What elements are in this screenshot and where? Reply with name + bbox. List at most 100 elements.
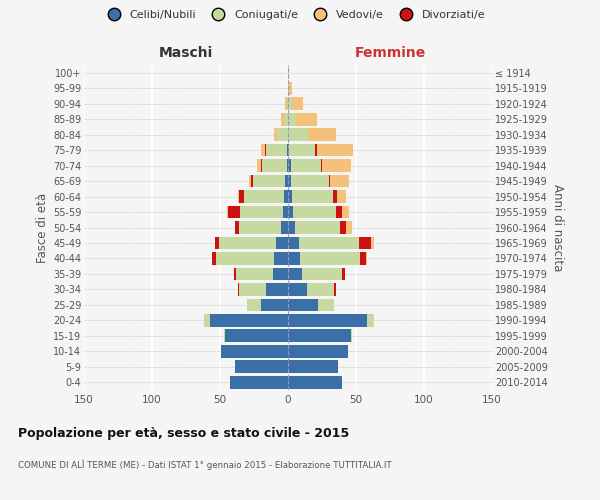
Text: Femmine: Femmine	[355, 46, 425, 60]
Bar	[296, 113, 317, 126]
Bar	[226, 330, 288, 342]
Bar	[343, 206, 349, 218]
Bar	[359, 236, 371, 250]
Bar	[337, 190, 346, 203]
Y-axis label: Anni di nascita: Anni di nascita	[551, 184, 565, 271]
Bar	[266, 283, 288, 296]
Bar	[288, 283, 307, 296]
Bar	[239, 221, 281, 234]
Bar	[335, 206, 343, 218]
Bar	[227, 206, 228, 218]
Bar	[289, 144, 315, 156]
Bar	[215, 236, 218, 250]
Bar	[241, 206, 283, 218]
Bar	[367, 314, 374, 326]
Bar	[224, 330, 226, 342]
Bar	[288, 298, 318, 311]
Bar	[283, 206, 288, 218]
Y-axis label: Fasce di età: Fasce di età	[35, 192, 49, 262]
Bar	[247, 298, 261, 311]
Bar	[261, 144, 265, 156]
Bar	[288, 314, 367, 326]
Bar	[288, 376, 343, 388]
Bar	[274, 128, 277, 141]
Bar	[244, 190, 284, 203]
Bar	[292, 98, 303, 110]
Bar	[322, 159, 350, 172]
Bar	[230, 376, 288, 388]
Bar	[253, 174, 285, 188]
Bar	[288, 82, 289, 94]
Bar	[302, 268, 343, 280]
Bar	[288, 66, 289, 79]
Bar	[371, 236, 374, 250]
Bar	[265, 144, 266, 156]
Bar	[293, 206, 335, 218]
Bar	[277, 128, 288, 141]
Bar	[334, 283, 335, 296]
Bar	[288, 268, 302, 280]
Bar	[235, 360, 288, 373]
Bar	[343, 268, 345, 280]
Bar	[262, 159, 287, 172]
Bar	[288, 159, 291, 172]
Bar	[295, 221, 340, 234]
Bar	[235, 221, 239, 234]
Text: COMUNE DI ALÌ TERME (ME) - Dati ISTAT 1° gennaio 2015 - Elaborazione TUTTITALIA.: COMUNE DI ALÌ TERME (ME) - Dati ISTAT 1°…	[18, 460, 392, 470]
Text: Popolazione per età, sesso e stato civile - 2015: Popolazione per età, sesso e stato civil…	[18, 428, 349, 440]
Bar	[239, 190, 244, 203]
Bar	[281, 113, 284, 126]
Bar	[288, 190, 292, 203]
Bar	[299, 236, 359, 250]
Bar	[216, 252, 274, 265]
Text: Maschi: Maschi	[159, 46, 213, 60]
Bar	[288, 236, 299, 250]
Bar	[221, 345, 288, 358]
Bar	[287, 98, 288, 110]
Bar	[291, 174, 329, 188]
Bar	[288, 144, 289, 156]
Bar	[284, 113, 288, 126]
Bar	[288, 206, 293, 218]
Bar	[228, 206, 241, 218]
Bar	[307, 283, 334, 296]
Bar	[288, 174, 291, 188]
Bar	[248, 174, 251, 188]
Bar	[288, 330, 350, 342]
Bar	[261, 298, 288, 311]
Bar	[288, 113, 296, 126]
Bar	[212, 252, 216, 265]
Bar	[329, 174, 330, 188]
Bar	[233, 268, 236, 280]
Bar	[340, 221, 346, 234]
Bar	[288, 98, 292, 110]
Bar	[287, 144, 288, 156]
Bar	[317, 144, 353, 156]
Bar	[320, 159, 322, 172]
Legend: Celibi/Nubili, Coniugati/e, Vedovi/e, Divorziati/e: Celibi/Nubili, Coniugati/e, Vedovi/e, Di…	[98, 6, 490, 25]
Bar	[333, 190, 337, 203]
Bar	[287, 159, 288, 172]
Bar	[308, 128, 335, 141]
Bar	[236, 268, 273, 280]
Bar	[285, 98, 287, 110]
Bar	[261, 159, 262, 172]
Bar	[288, 128, 308, 141]
Bar	[288, 221, 295, 234]
Bar	[274, 252, 288, 265]
Bar	[365, 252, 367, 265]
Bar	[285, 174, 288, 188]
Bar	[289, 82, 292, 94]
Bar	[266, 144, 287, 156]
Bar	[281, 221, 288, 234]
Bar	[318, 298, 334, 311]
Bar	[350, 330, 352, 342]
Bar	[292, 190, 333, 203]
Bar	[284, 190, 288, 203]
Bar	[330, 174, 349, 188]
Bar	[288, 345, 348, 358]
Bar	[276, 236, 288, 250]
Bar	[273, 268, 288, 280]
Bar	[218, 236, 276, 250]
Bar	[211, 314, 288, 326]
